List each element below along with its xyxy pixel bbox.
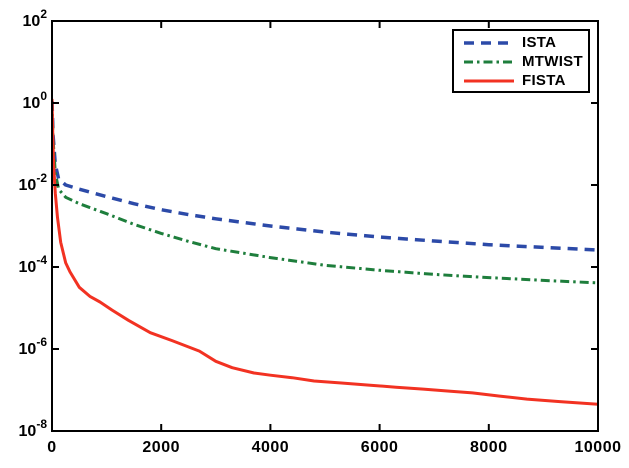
x-tick-label: 8000 xyxy=(470,439,508,456)
axes-box xyxy=(51,20,599,432)
y-tick-label: 10-8 xyxy=(19,417,48,440)
x-tick-label: 0 xyxy=(47,439,56,456)
curves xyxy=(52,98,598,406)
x-tick-label: 10000 xyxy=(575,439,622,456)
x-tick-label: 2000 xyxy=(142,439,180,456)
legend-label-mtwist: MTWIST xyxy=(522,53,583,70)
y-tick-label: 10-6 xyxy=(19,335,48,358)
y-tick-label: 100 xyxy=(23,89,48,112)
y-tick-label: 102 xyxy=(23,7,48,30)
y-tick-label: 10-4 xyxy=(19,253,48,276)
legend-entry-fista: FISTA xyxy=(454,71,588,90)
x-tick-label: 4000 xyxy=(252,439,290,456)
legend-entry-ista: ISTA xyxy=(454,33,588,52)
curve-mtwist xyxy=(52,100,598,285)
y-tick-label: 10-2 xyxy=(19,171,48,194)
legend: ISTA MTWIST FISTA xyxy=(452,29,590,93)
curve-fista xyxy=(52,98,598,406)
ista-line-sample-icon xyxy=(464,40,514,45)
legend-label-ista: ISTA xyxy=(522,34,557,51)
mtwist-line-sample-icon xyxy=(464,60,514,63)
x-tick-label: 6000 xyxy=(361,439,399,456)
fista-line-sample-icon xyxy=(464,79,514,82)
curve-ista xyxy=(52,100,598,252)
legend-label-fista: FISTA xyxy=(522,72,566,89)
legend-entry-mtwist: MTWIST xyxy=(454,52,588,71)
